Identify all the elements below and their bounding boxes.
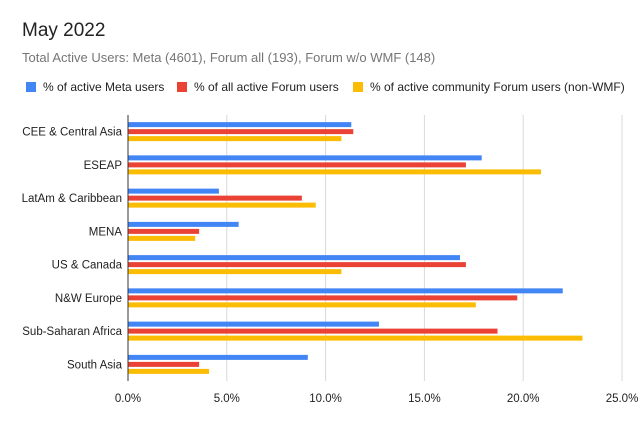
x-tick-label: 0.0% [115,393,141,405]
chart-subtitle: Total Active Users: Meta (4601), Forum a… [22,50,436,65]
bar [128,195,302,201]
chart-legend: % of active Meta users % of all active F… [0,79,643,97]
bar [128,228,200,234]
category-label: Sub-Saharan Africa [22,326,122,338]
bar [128,188,219,194]
bar [128,202,316,208]
bar [128,136,342,142]
bar [128,155,482,161]
legend-item-forum-community[interactable]: % of active community Forum users (non-W… [353,79,625,95]
chart-title: May 2022 [22,20,106,41]
bar [128,162,466,168]
bar [128,122,352,128]
legend-swatch-forum-all [177,82,187,92]
bar [128,255,460,261]
bar [128,235,196,241]
x-tick-label: 5.0% [214,393,240,405]
category-label: CEE & Central Asia [22,127,122,139]
x-tick-label: 15.0% [408,393,441,405]
bar [128,354,308,360]
legend-item-meta[interactable]: % of active Meta users [26,79,164,95]
bar [128,321,379,327]
bar [128,335,583,341]
category-label: N&W Europe [55,293,122,305]
bar [128,302,476,308]
bar [128,169,541,175]
bar [128,368,210,374]
category-label: ESEAP [84,160,123,172]
x-tick-label: 25.0% [606,393,639,405]
legend-label-forum-all: % of all active Forum users [194,80,339,94]
x-tick-label: 10.0% [309,393,342,405]
legend-label-meta: % of active Meta users [43,80,165,94]
category-label: US & Canada [52,260,123,272]
bar [128,262,466,268]
bar [128,361,200,367]
bar [128,328,498,334]
legend-label-forum-community: % of active community Forum users (non-W… [370,80,625,94]
bar [128,221,239,227]
bar [128,288,563,294]
bar [128,269,342,275]
legend-item-forum-all[interactable]: % of all active Forum users [177,79,339,95]
category-label: MENA [89,226,123,238]
legend-swatch-forum-community [353,82,363,92]
category-label: South Asia [67,359,123,371]
x-tick-label: 20.0% [507,393,540,405]
legend-swatch-meta [26,82,36,92]
category-label: LatAm & Caribbean [22,193,122,205]
bar [128,295,518,301]
bar [128,129,354,135]
